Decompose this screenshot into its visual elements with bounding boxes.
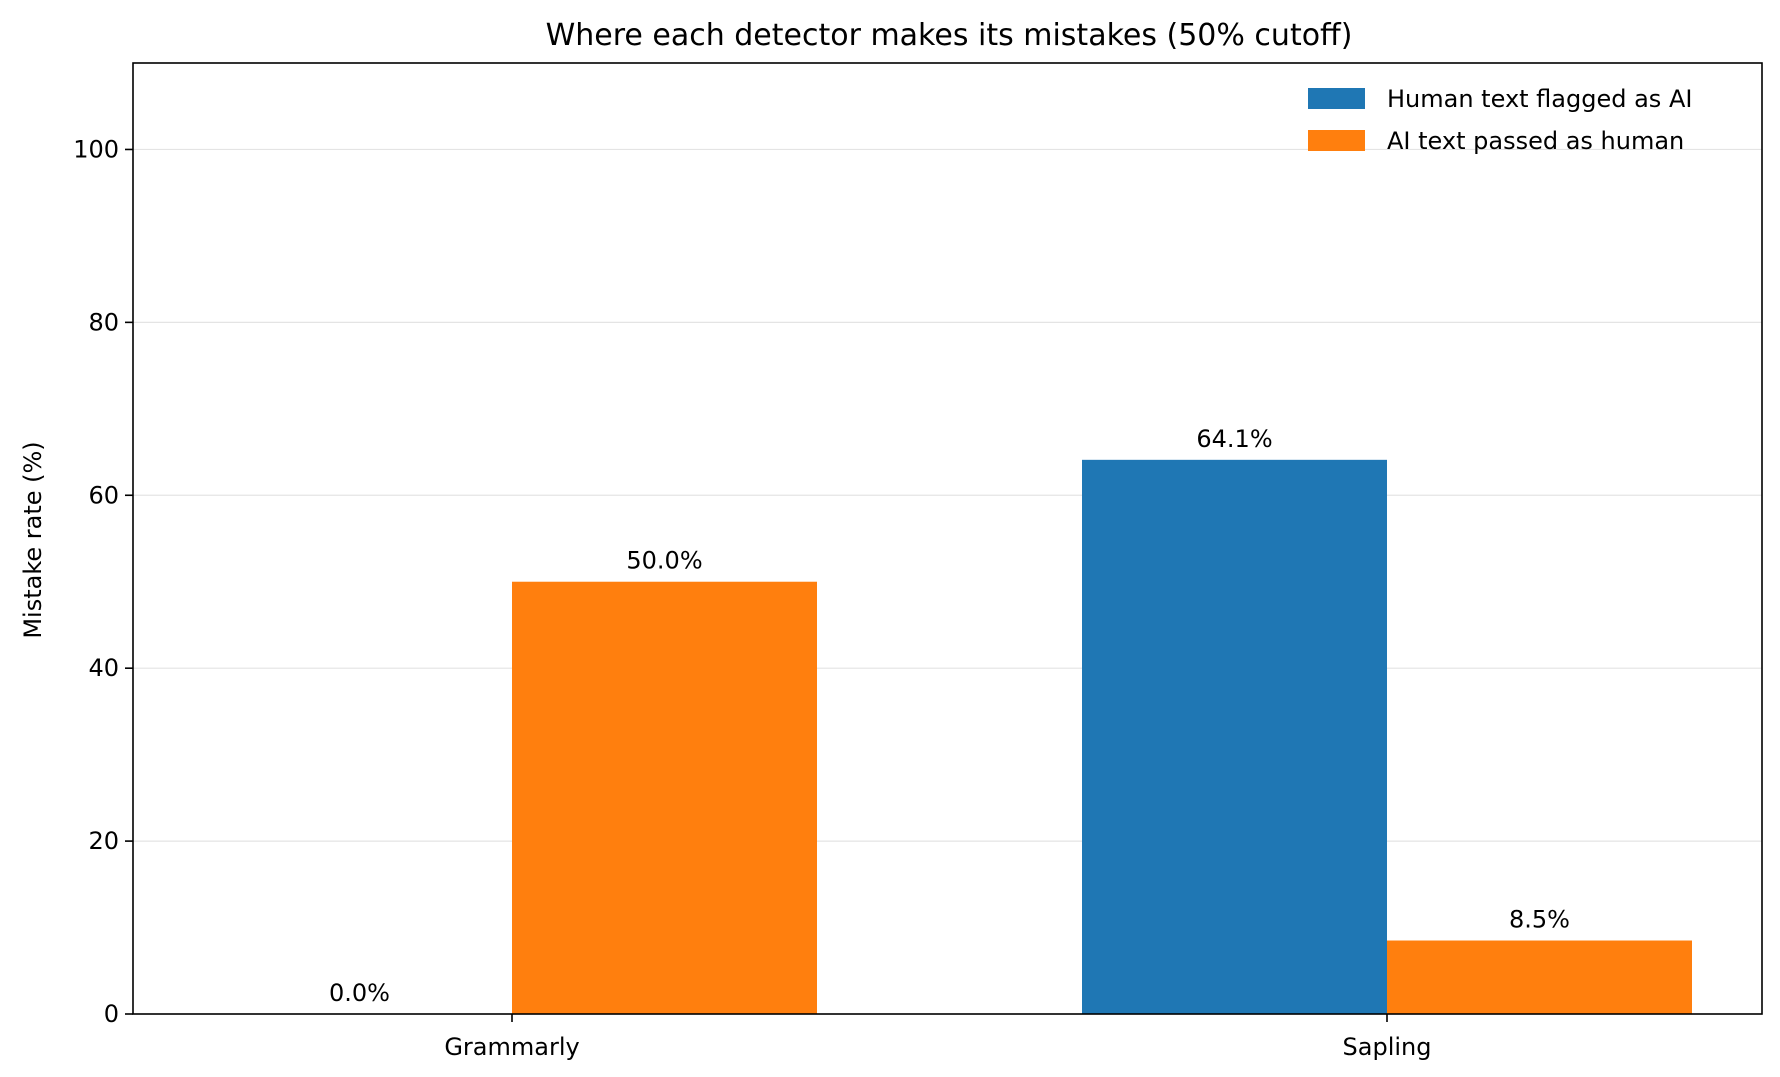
- legend-swatch: [1308, 88, 1365, 109]
- x-tick-label: Grammarly: [444, 1033, 579, 1061]
- legend: Human text flagged as AI AI text passed a…: [1308, 85, 1692, 155]
- y-tick-label: 40: [88, 654, 119, 682]
- y-tick-label: 80: [88, 308, 119, 336]
- y-tick-label: 20: [88, 827, 119, 855]
- chart-title: Where each detector makes its mistakes (…: [546, 18, 1353, 53]
- data-label: 0.0%: [329, 979, 390, 1007]
- bar: [1082, 459, 1387, 1014]
- bar: [512, 581, 817, 1014]
- data-labels: 0.0% 50.0% 64.1% 8.5%: [329, 425, 1570, 1007]
- data-label: 50.0%: [626, 547, 702, 575]
- plot-frame: [132, 62, 1763, 1015]
- x-tick-label: Sapling: [1343, 1033, 1432, 1061]
- y-axis: 0 20 40 60 80 100: [73, 135, 133, 1028]
- gridlines: [133, 148, 1762, 1015]
- legend-label: AI text passed as human: [1387, 127, 1684, 155]
- data-label: 64.1%: [1196, 425, 1272, 453]
- y-axis-label: Mistake rate (%): [19, 441, 47, 638]
- bars: [512, 459, 1692, 1014]
- y-tick-label: 60: [88, 481, 119, 509]
- bar: [1387, 940, 1692, 1014]
- x-axis: Grammarly Sapling: [444, 1014, 1431, 1061]
- data-label: 8.5%: [1509, 906, 1570, 934]
- y-tick-label: 0: [104, 1000, 119, 1028]
- legend-swatch: [1308, 130, 1365, 151]
- legend-label: Human text flagged as AI: [1387, 85, 1692, 113]
- y-tick-label: 100: [73, 135, 119, 163]
